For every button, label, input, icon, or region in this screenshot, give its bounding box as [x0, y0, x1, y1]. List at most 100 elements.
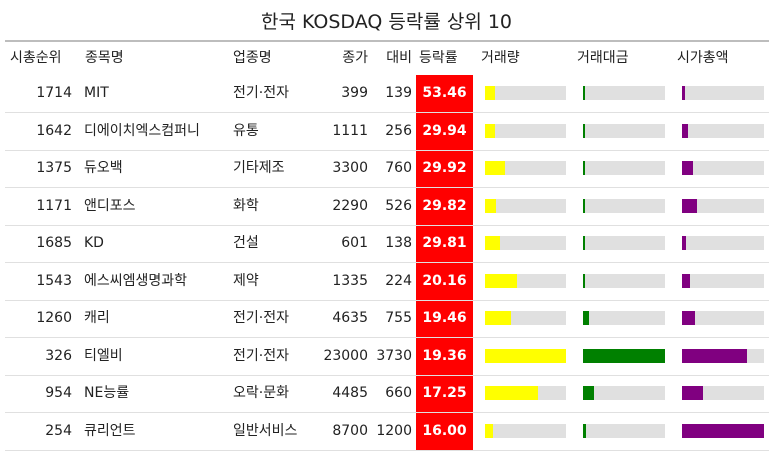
value-bar-track — [583, 311, 665, 325]
change-cell: 139 — [385, 85, 412, 101]
mcap-bar-track — [682, 386, 764, 400]
close-cell: 601 — [341, 235, 368, 251]
volume-bar — [485, 273, 517, 288]
rank-cell: 1685 — [36, 235, 72, 251]
pct-cell: 53.46 — [422, 85, 467, 101]
mcap-bar — [682, 86, 685, 100]
value-bar-track — [583, 273, 665, 288]
mcap-bar-track — [682, 273, 764, 288]
name-cell: 앤디포스 — [84, 197, 136, 214]
rank-cell: 254 — [45, 422, 72, 439]
volume-bar — [485, 386, 538, 400]
table-row: 326 티엘비 전기·전자 23000 3730 19.36 — [0, 338, 773, 376]
table-row: 1375 듀오백 기타제조 3300 760 29.92 — [0, 150, 773, 188]
sector-cell: 전기·전자 — [233, 85, 289, 101]
change-cell: 1200 — [376, 422, 412, 439]
sector-cell: 기타제조 — [233, 160, 285, 176]
sector-cell: 유통 — [233, 122, 259, 139]
volume-bar — [485, 236, 500, 250]
volume-bar-track — [485, 236, 566, 250]
table-row: 1714 MIT 전기·전자 399 139 53.46 — [0, 75, 773, 113]
mcap-bar-track — [682, 86, 764, 100]
table-row: 254 큐리언트 일반서비스 8700 1200 16.00 — [0, 413, 773, 451]
close-cell: 399 — [341, 85, 368, 101]
chart-title: 한국 KOSDAQ 등락률 상위 10 — [260, 11, 513, 33]
name-cell: NE능률 — [84, 385, 130, 401]
row-divider — [5, 374, 769, 376]
row-divider — [5, 149, 769, 151]
rank-cell: 1714 — [36, 85, 72, 101]
close-cell: 4485 — [332, 385, 368, 401]
close-cell: 4635 — [332, 310, 368, 326]
value-bar — [583, 86, 585, 100]
value-bar — [583, 311, 589, 325]
mcap-bar-track — [682, 198, 764, 213]
table-row: 1171 앤디포스 화학 2290 526 29.82 — [0, 188, 773, 226]
rank-cell: 1543 — [36, 272, 72, 289]
pct-cell: 29.94 — [422, 122, 467, 139]
mcap-bar — [682, 198, 697, 213]
volume-bar — [485, 311, 511, 325]
col-header-volume: 거래량 — [481, 50, 520, 66]
volume-bar — [485, 161, 505, 175]
value-bar-track — [583, 348, 665, 363]
mcap-bar-track — [682, 161, 764, 175]
volume-bar-track — [485, 273, 566, 288]
mcap-bar — [682, 386, 703, 400]
change-cell: 755 — [385, 310, 412, 326]
table-row: 1543 에스씨엠생명과학 제약 1335 224 20.16 — [0, 263, 773, 301]
pct-cell: 19.36 — [422, 347, 467, 364]
sector-cell: 일반서비스 — [233, 422, 298, 439]
pct-cell: 29.92 — [422, 160, 467, 176]
row-divider — [5, 412, 769, 413]
close-cell: 23000 — [323, 347, 368, 364]
value-bar-track — [583, 161, 665, 175]
mcap-bar — [682, 161, 693, 175]
table-row: 1260 캐리 전기·전자 4635 755 19.46 — [0, 300, 773, 338]
col-header-rank: 시총순위 — [10, 50, 62, 66]
row-divider — [5, 112, 769, 113]
rank-cell: 954 — [45, 385, 72, 401]
volume-bar-track — [485, 423, 566, 438]
value-bar — [583, 198, 585, 213]
sector-cell: 화학 — [233, 197, 259, 214]
col-header-mcap: 시가총액 — [677, 50, 729, 66]
sector-cell: 제약 — [233, 272, 259, 289]
value-bar-track — [583, 198, 665, 213]
rank-cell: 326 — [45, 347, 72, 364]
name-cell: 티엘비 — [84, 347, 123, 364]
col-header-value: 거래대금 — [577, 50, 629, 66]
pct-cell: 29.81 — [422, 235, 467, 251]
col-header-sector: 업종명 — [233, 50, 272, 66]
name-cell: 캐리 — [84, 310, 110, 326]
value-bar — [583, 386, 594, 400]
rank-cell: 1642 — [36, 122, 72, 139]
close-cell: 1111 — [332, 122, 368, 139]
mcap-bar — [682, 423, 764, 438]
name-cell: 에스씨엠생명과학 — [84, 272, 188, 289]
mcap-bar — [682, 348, 747, 363]
rank-cell: 1260 — [36, 310, 72, 326]
value-bar — [583, 423, 586, 438]
change-cell: 526 — [385, 197, 412, 214]
volume-bar — [485, 123, 495, 138]
close-cell: 2290 — [332, 197, 368, 214]
row-divider — [5, 299, 769, 301]
value-bar-track — [583, 123, 665, 138]
close-cell: 3300 — [332, 160, 368, 176]
volume-bar-track — [485, 123, 566, 138]
name-cell: MIT — [84, 85, 109, 101]
change-cell: 660 — [385, 385, 412, 401]
volume-bar-track — [485, 86, 566, 100]
pct-cell: 20.16 — [422, 272, 467, 289]
row-divider — [5, 449, 769, 451]
pct-cell: 17.25 — [422, 385, 467, 401]
mcap-bar — [682, 311, 695, 325]
col-header-name: 종목명 — [85, 50, 124, 66]
mcap-bar-track — [682, 236, 764, 250]
volume-bar-track — [485, 386, 566, 400]
rank-cell: 1375 — [36, 160, 72, 176]
name-cell: 듀오백 — [84, 160, 123, 176]
mcap-bar-track — [682, 348, 764, 363]
value-bar-track — [583, 86, 665, 100]
